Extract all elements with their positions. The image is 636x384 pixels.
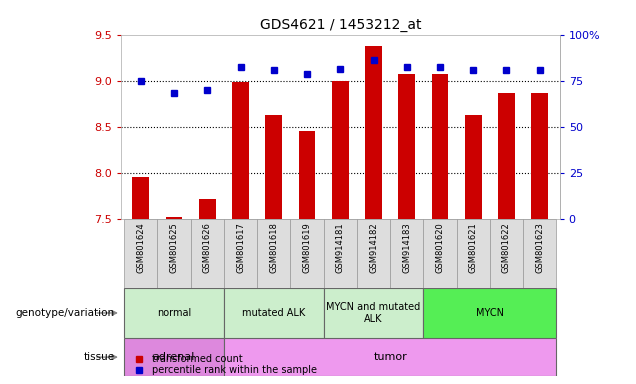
- Bar: [232, 83, 249, 219]
- Text: mutated ALK: mutated ALK: [242, 308, 305, 318]
- Text: GSM801618: GSM801618: [269, 222, 279, 273]
- Legend: transformed count, percentile rank within the sample: transformed count, percentile rank withi…: [126, 350, 321, 379]
- Bar: [224, 288, 324, 338]
- Bar: [124, 288, 224, 338]
- Bar: [332, 81, 349, 219]
- Bar: [291, 219, 324, 288]
- Bar: [357, 219, 390, 288]
- Bar: [398, 74, 415, 219]
- Text: GSM801619: GSM801619: [303, 222, 312, 273]
- Bar: [365, 46, 382, 219]
- Text: GSM801620: GSM801620: [436, 222, 445, 273]
- Text: GSM801623: GSM801623: [536, 222, 544, 273]
- Bar: [166, 217, 183, 219]
- Text: normal: normal: [157, 308, 191, 318]
- Text: GSM801622: GSM801622: [502, 222, 511, 273]
- Bar: [490, 219, 523, 288]
- Text: GSM801626: GSM801626: [203, 222, 212, 273]
- Bar: [424, 219, 457, 288]
- Text: GSM914182: GSM914182: [369, 222, 378, 273]
- Text: GSM914183: GSM914183: [402, 222, 411, 273]
- Bar: [124, 219, 158, 288]
- Bar: [224, 219, 257, 288]
- Text: MYCN: MYCN: [476, 308, 504, 318]
- Text: adrenal: adrenal: [153, 352, 195, 362]
- Bar: [498, 93, 515, 219]
- Bar: [224, 338, 556, 376]
- Text: GSM801624: GSM801624: [136, 222, 145, 273]
- Bar: [199, 199, 216, 219]
- Title: GDS4621 / 1453212_at: GDS4621 / 1453212_at: [259, 18, 421, 32]
- Bar: [523, 219, 556, 288]
- Bar: [191, 219, 224, 288]
- Bar: [465, 115, 481, 219]
- Bar: [424, 288, 556, 338]
- Bar: [324, 288, 424, 338]
- Bar: [299, 131, 315, 219]
- Bar: [124, 338, 224, 376]
- Bar: [457, 219, 490, 288]
- Bar: [132, 177, 149, 219]
- Text: GSM914181: GSM914181: [336, 222, 345, 273]
- Text: GSM801625: GSM801625: [170, 222, 179, 273]
- Text: GSM801617: GSM801617: [236, 222, 245, 273]
- Bar: [158, 219, 191, 288]
- Text: GSM801621: GSM801621: [469, 222, 478, 273]
- Bar: [324, 219, 357, 288]
- Bar: [532, 93, 548, 219]
- Bar: [432, 74, 448, 219]
- Bar: [257, 219, 291, 288]
- Text: tumor: tumor: [373, 352, 407, 362]
- Text: genotype/variation: genotype/variation: [15, 308, 114, 318]
- Text: MYCN and mutated
ALK: MYCN and mutated ALK: [326, 302, 420, 324]
- Text: tissue: tissue: [83, 352, 114, 362]
- Bar: [265, 115, 282, 219]
- Bar: [390, 219, 424, 288]
